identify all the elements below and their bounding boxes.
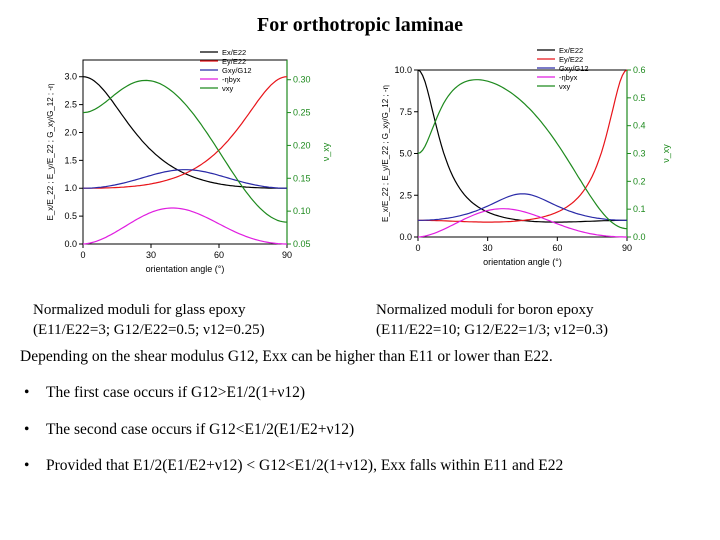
legend-entry: Ex/E22 bbox=[222, 48, 246, 57]
x-tick-label: 30 bbox=[146, 250, 156, 260]
legend-entry: -ηbyx bbox=[222, 75, 241, 84]
x-tick-label: 90 bbox=[282, 250, 292, 260]
y-left-tick-label: 2.0 bbox=[64, 127, 77, 137]
y-right-tick-label: 0.0 bbox=[633, 232, 646, 242]
x-axis-label: orientation angle (°) bbox=[483, 257, 562, 267]
x-tick-label: 30 bbox=[483, 243, 493, 253]
y-right-tick-label: 0.15 bbox=[293, 173, 311, 183]
y-left-tick-label: 7.5 bbox=[399, 107, 412, 117]
y-left-tick-label: 5.0 bbox=[399, 149, 412, 159]
legend-entry: Gxy/G12 bbox=[222, 66, 252, 75]
legend-entry: Ey/E22 bbox=[222, 57, 246, 66]
legend-entry: Ex/E22 bbox=[559, 46, 583, 55]
y-right-tick-label: 0.5 bbox=[633, 93, 646, 103]
y-left-tick-label: 0.5 bbox=[64, 211, 77, 221]
legend-entry: Ey/E22 bbox=[559, 55, 583, 64]
y-left-tick-label: 3.0 bbox=[64, 72, 77, 82]
y-left-tick-label: 1.0 bbox=[64, 183, 77, 193]
glass-epoxy-caption-line1: Normalized moduli for glass epoxy bbox=[33, 302, 246, 318]
y-left-axis-label: E_x/E_22 ; E_y/E_22 ; G_xy/G_12 ; -η bbox=[381, 85, 390, 222]
y-right-axis-label: ν_xy bbox=[321, 142, 331, 161]
y-right-tick-label: 0.25 bbox=[293, 108, 311, 118]
gxy-series-line bbox=[418, 193, 627, 221]
main-statement: Depending on the shear modulus G12, Exx … bbox=[20, 348, 553, 365]
y-left-tick-label: 0.0 bbox=[64, 239, 77, 249]
y-left-tick-label: 2.5 bbox=[64, 100, 77, 110]
boron-epoxy-chart: 0 30 60 900.02.55.07.510.00.00.10.20.30.40.… bbox=[381, 46, 671, 267]
bullet-first-case: • The first case occurs if G12>E1/2(1+ν12… bbox=[24, 384, 305, 402]
bullet-dot: • bbox=[24, 457, 30, 474]
y-right-axis-label: ν_xy bbox=[661, 144, 671, 163]
y-right-tick-label: 0.20 bbox=[293, 140, 311, 150]
y-right-tick-label: 0.2 bbox=[633, 176, 646, 186]
ey-series-line bbox=[418, 69, 628, 223]
eta-series-line bbox=[82, 207, 287, 245]
x-tick-label: 90 bbox=[622, 243, 632, 253]
bullet-dot: • bbox=[24, 384, 30, 401]
legend-entry: νxy bbox=[222, 84, 234, 93]
x-axis-label: orientation angle (°) bbox=[146, 264, 225, 274]
y-left-tick-label: 2.5 bbox=[399, 190, 412, 200]
y-right-tick-label: 0.10 bbox=[293, 206, 311, 216]
bullet-second-case-text: The second case occurs if G12<E1/2(E1/E2… bbox=[46, 421, 355, 438]
legend-entry: Gxy/G12 bbox=[559, 64, 589, 73]
bullet-second-case: • The second case occurs if G12<E1/2(E1/E… bbox=[24, 421, 354, 439]
y-right-tick-label: 0.05 bbox=[293, 239, 311, 249]
y-right-tick-label: 0.3 bbox=[633, 149, 646, 159]
y-right-tick-label: 0.1 bbox=[633, 204, 646, 214]
y-right-tick-label: 0.4 bbox=[633, 121, 646, 131]
x-tick-label: 0 bbox=[415, 243, 420, 253]
glass-epoxy-caption: Normalized moduli for glass epoxy (E11/E… bbox=[33, 300, 265, 340]
page-title: For orthotropic laminae bbox=[257, 14, 463, 36]
bullet-third-case: • Provided that E1/2(E1/E2+ν12) < G12<E1/… bbox=[24, 457, 563, 475]
x-tick-label: 60 bbox=[214, 250, 224, 260]
legend-entry: νxy bbox=[559, 82, 571, 91]
boron-epoxy-caption-line1: Normalized moduli for boron epoxy bbox=[376, 302, 594, 318]
x-tick-label: 60 bbox=[552, 243, 562, 253]
y-left-tick-label: 1.5 bbox=[64, 155, 77, 165]
nu-series-line bbox=[82, 79, 288, 223]
glass-epoxy-caption-line2: (E11/E22=3; G12/E22=0.5; ν12=0.25) bbox=[33, 322, 265, 338]
boron-epoxy-caption: Normalized moduli for boron epoxy (E11/E… bbox=[376, 300, 608, 340]
legend-entry: -ηbyx bbox=[559, 73, 578, 82]
ex-series-line bbox=[82, 76, 287, 189]
boron-epoxy-caption-line2: (E11/E22=10; G12/E22=1/3; ν12=0.3) bbox=[376, 322, 609, 338]
x-tick-label: 0 bbox=[80, 250, 85, 260]
nu-series-line bbox=[417, 79, 628, 230]
y-left-tick-label: 10.0 bbox=[394, 65, 412, 75]
gxy-series-line bbox=[83, 169, 287, 189]
y-right-tick-label: 0.6 bbox=[633, 65, 646, 75]
bullet-first-case-text: The first case occurs if G12>E1/2(1+ν12) bbox=[46, 384, 306, 401]
y-right-tick-label: 0.30 bbox=[293, 75, 311, 85]
eta-series-line bbox=[417, 208, 627, 238]
glass-epoxy-chart: 0 30 60 90 0.0 0.5 1.0 1.5 2.0 2.5 3.0 0.05 0.10 0.15… bbox=[46, 48, 331, 274]
ey-series-line bbox=[83, 76, 288, 189]
y-left-tick-label: 0.0 bbox=[399, 232, 412, 242]
y-left-axis-label: E_x/E_22 ; E_y/E_22 ; G_xy/G_12 ; -η bbox=[46, 84, 55, 221]
plot-frame bbox=[82, 59, 288, 245]
bullet-third-case-text: Provided that E1/2(E1/E2+ν12) < G12<E1/2… bbox=[46, 457, 564, 474]
bullet-dot: • bbox=[24, 421, 30, 438]
ex-series-line bbox=[417, 69, 627, 223]
